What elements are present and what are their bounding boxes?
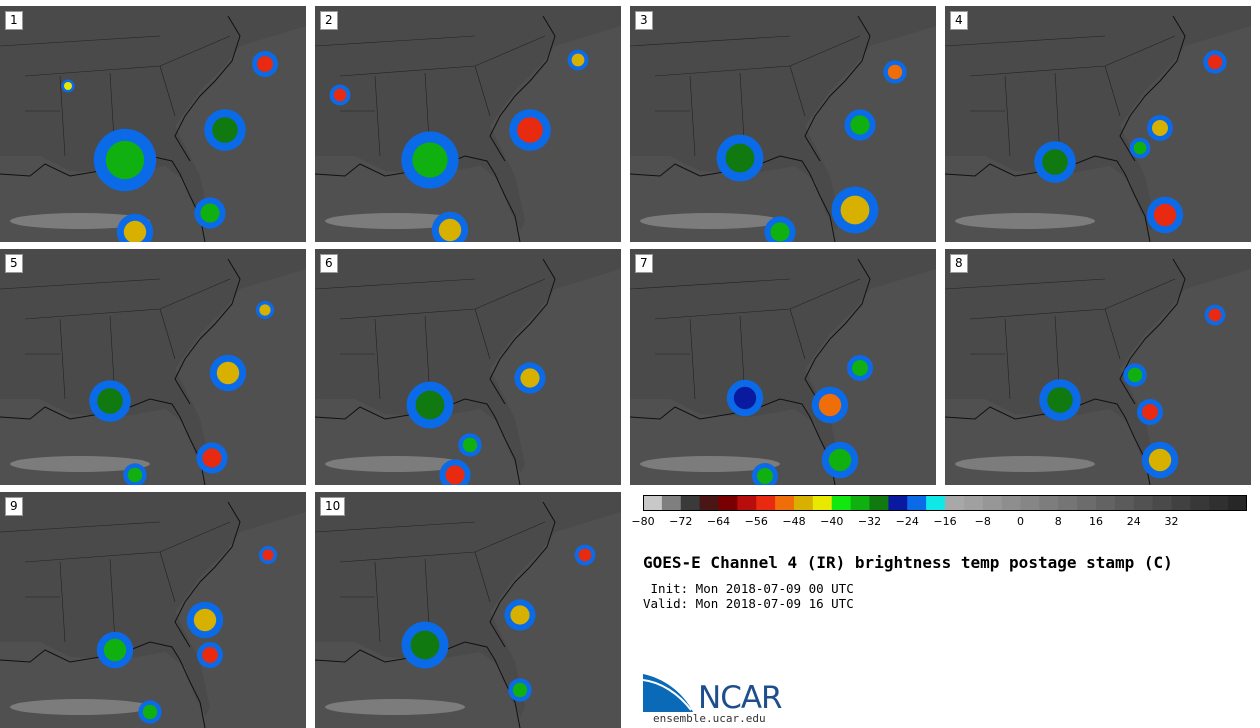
- member-panel-5: 5: [0, 249, 306, 485]
- colorbar-swatch: [1058, 495, 1078, 511]
- ir-satellite-map: [315, 249, 621, 485]
- member-number: 1: [5, 11, 23, 30]
- colorbar-tick-label: 32: [1164, 515, 1179, 528]
- colorbar-tick-label: −8: [974, 515, 991, 528]
- ir-satellite-map: [0, 6, 306, 242]
- colorbar-swatch: [945, 495, 965, 511]
- member-number: 6: [320, 254, 338, 273]
- init-time: Init: Mon 2018-07-09 00 UTC: [643, 581, 854, 596]
- colorbar-swatch: [869, 495, 889, 511]
- valid-time: Valid: Mon 2018-07-09 16 UTC: [643, 596, 854, 611]
- ir-satellite-map: [315, 6, 621, 242]
- colorbar-swatch: [1190, 495, 1210, 511]
- colorbar-swatch: [850, 495, 870, 511]
- member-number: 10: [320, 497, 346, 516]
- colorbar-tick-label: −24: [895, 515, 919, 528]
- colorbar-tick-label: 24: [1126, 515, 1141, 528]
- colorbar-swatch: [926, 495, 946, 511]
- colorbar-swatch: [907, 495, 927, 511]
- ir-satellite-map: [945, 6, 1251, 242]
- colorbar-swatch: [888, 495, 908, 511]
- member-number: 3: [635, 11, 653, 30]
- member-number: 5: [5, 254, 23, 273]
- colorbar-swatch: [963, 495, 984, 511]
- colorbar-tick-label: 0: [1017, 515, 1024, 528]
- member-panel-1: 1: [0, 6, 306, 242]
- colorbar-tick-label: −56: [744, 515, 768, 528]
- ir-satellite-map: [315, 492, 621, 728]
- colorbar-swatch: [718, 495, 738, 511]
- colorbar-swatch: [1020, 495, 1040, 511]
- colorbar-swatch: [1096, 495, 1116, 511]
- member-panel-4: 4: [945, 6, 1251, 242]
- colorbar-swatch: [982, 495, 1003, 511]
- colorbar-tick-label: −16: [933, 515, 957, 528]
- colorbar-swatch: [831, 495, 852, 511]
- member-panel-8: 8: [945, 249, 1251, 485]
- ncar-logo-icon: [643, 674, 693, 712]
- colorbar-swatch: [756, 495, 776, 511]
- colorbar-tick-label: −48: [782, 515, 806, 528]
- member-panel-7: 7: [630, 249, 936, 485]
- member-panel-6: 6: [315, 249, 621, 485]
- colorbar-swatch: [812, 495, 833, 511]
- member-number: 4: [950, 11, 968, 30]
- figure-title: GOES-E Channel 4 (IR) brightness temp po…: [643, 553, 1173, 572]
- colorbar-swatch: [680, 495, 701, 511]
- member-number: 7: [635, 254, 653, 273]
- colorbar-swatch: [1133, 495, 1154, 511]
- ncar-url: ensemble.ucar.edu: [653, 712, 766, 725]
- member-panel-10: 10: [315, 492, 621, 728]
- member-panel-9: 9: [0, 492, 306, 728]
- colorbar-tick-label: −32: [857, 515, 882, 528]
- colorbar-tick-label: −72: [669, 515, 693, 528]
- ir-satellite-map: [0, 492, 306, 728]
- ir-satellite-map: [630, 249, 936, 485]
- colorbar-swatch: [737, 495, 757, 511]
- colorbar-tick-label: −80: [631, 515, 655, 528]
- colorbar: [643, 495, 1247, 511]
- colorbar-swatch: [1077, 495, 1097, 511]
- member-number: 8: [950, 254, 968, 273]
- colorbar-swatch: [1039, 495, 1059, 511]
- colorbar-tick-label: 16: [1089, 515, 1103, 528]
- ir-satellite-map: [0, 249, 306, 485]
- colorbar-swatch: [1001, 495, 1021, 511]
- ncar-wordmark: NCAR: [698, 680, 783, 716]
- ir-satellite-map: [945, 249, 1251, 485]
- colorbar-swatch: [1228, 495, 1247, 511]
- member-panel-2: 2: [315, 6, 621, 242]
- colorbar-swatch: [643, 495, 663, 511]
- colorbar-tick-label: 8: [1054, 515, 1062, 528]
- colorbar-swatch: [775, 495, 795, 511]
- colorbar-swatch: [1152, 495, 1172, 511]
- colorbar-tick-label: −64: [706, 515, 731, 528]
- colorbar-tick-label: −40: [820, 515, 844, 528]
- colorbar-swatch: [661, 495, 682, 511]
- colorbar-swatch: [699, 495, 719, 511]
- member-panel-3: 3: [630, 6, 936, 242]
- colorbar-swatch: [1114, 495, 1135, 511]
- colorbar-swatch: [1171, 495, 1191, 511]
- member-number: 9: [5, 497, 23, 516]
- colorbar-swatch: [1209, 495, 1229, 511]
- ir-satellite-map: [630, 6, 936, 242]
- colorbar-swatch: [794, 495, 814, 511]
- member-number: 2: [320, 11, 338, 30]
